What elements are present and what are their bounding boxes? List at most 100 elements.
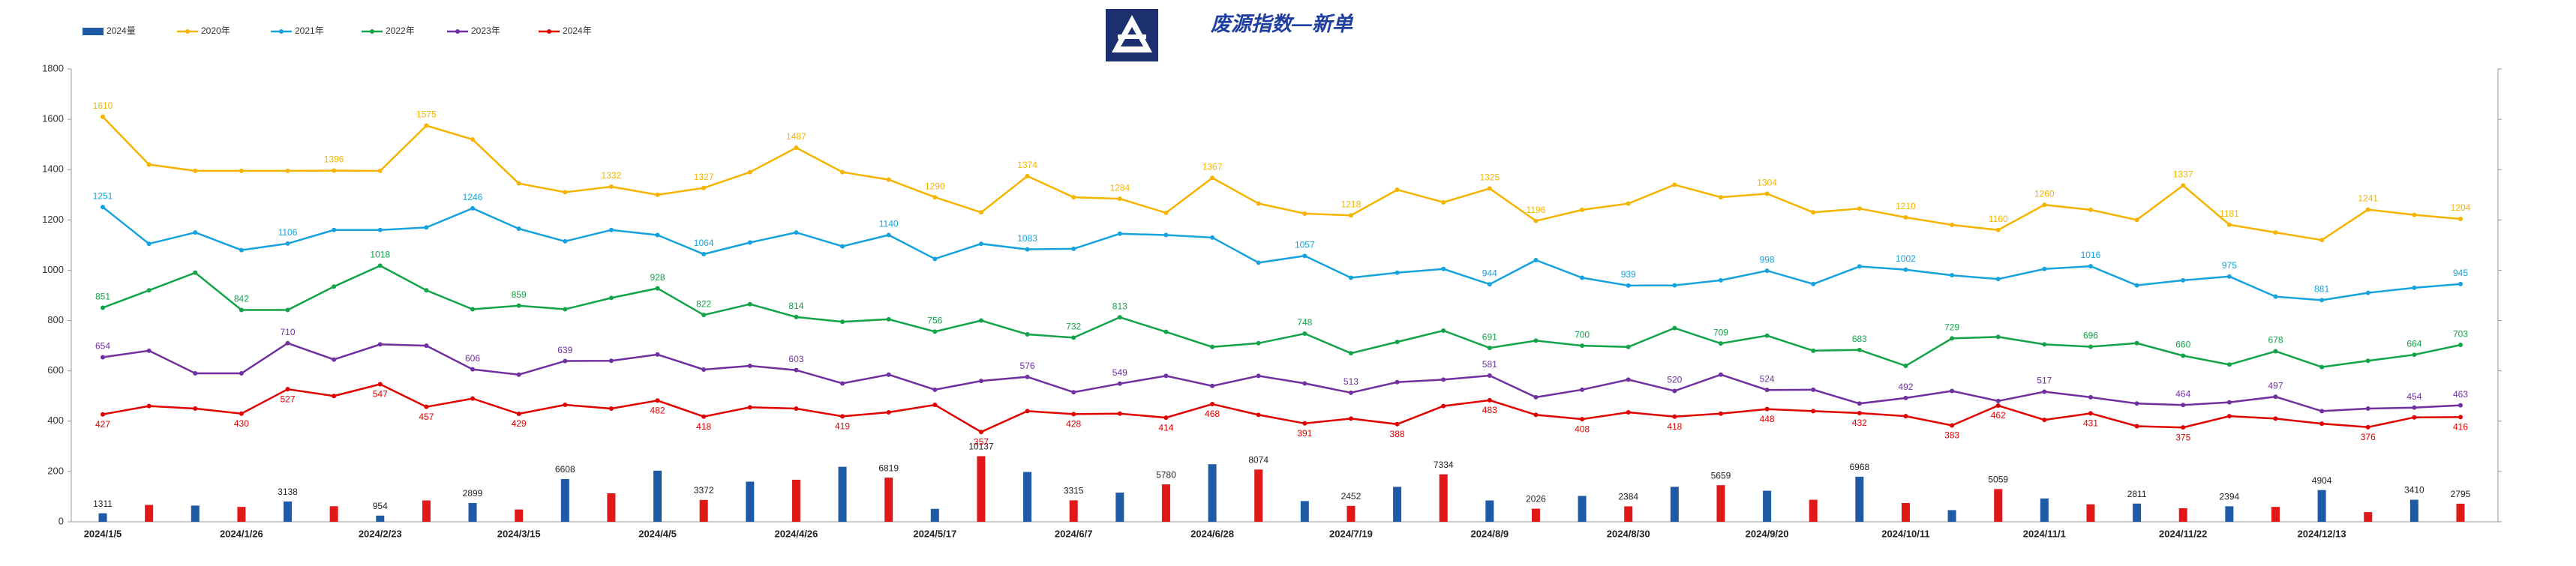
data-label: 520 bbox=[1667, 375, 1682, 385]
x-tick-label: 2024/8/30 bbox=[1607, 528, 1650, 539]
point-marker bbox=[655, 286, 660, 291]
point-marker bbox=[1672, 414, 1677, 419]
bar bbox=[1578, 496, 1587, 522]
data-label: 416 bbox=[2453, 422, 2468, 433]
point-marker bbox=[608, 184, 614, 190]
x-tick-label: 2024/10/11 bbox=[1881, 528, 1929, 539]
point-marker bbox=[332, 357, 337, 362]
point-marker bbox=[332, 227, 337, 232]
data-label: 1304 bbox=[1757, 178, 1777, 188]
bar-value-label: 2026 bbox=[1526, 494, 1546, 505]
point-marker bbox=[1626, 410, 1631, 415]
y-tick-label: 0 bbox=[59, 515, 64, 526]
point-marker bbox=[2412, 352, 2417, 358]
data-label: 975 bbox=[2222, 260, 2237, 271]
point-marker bbox=[608, 295, 614, 301]
point-marker bbox=[1672, 182, 1677, 187]
point-marker bbox=[1857, 411, 1862, 416]
data-label: 859 bbox=[512, 289, 527, 300]
point-marker bbox=[1533, 258, 1539, 263]
point-marker bbox=[1903, 414, 1908, 419]
legend-label: 2022年 bbox=[386, 25, 415, 36]
point-marker bbox=[978, 210, 983, 215]
data-label: 729 bbox=[1944, 322, 1959, 333]
point-marker bbox=[2273, 349, 2278, 354]
point-marker bbox=[1210, 344, 1215, 349]
data-label: 1332 bbox=[602, 170, 622, 181]
point-marker bbox=[701, 251, 707, 256]
data-label: 418 bbox=[1667, 421, 1682, 432]
bar bbox=[1531, 508, 1540, 522]
point-marker bbox=[377, 168, 383, 173]
point-marker bbox=[1302, 211, 1308, 216]
bar bbox=[422, 500, 431, 522]
bar bbox=[884, 478, 893, 522]
point-marker bbox=[1857, 206, 1862, 211]
bar bbox=[1670, 487, 1679, 522]
data-label: 1018 bbox=[370, 250, 390, 260]
point-marker bbox=[1441, 266, 1446, 271]
point-marker bbox=[932, 195, 938, 200]
point-marker bbox=[2088, 344, 2093, 349]
x-tick-label: 2024/8/9 bbox=[1471, 528, 1509, 539]
point-marker bbox=[1811, 348, 1816, 353]
bar-value-label: 954 bbox=[373, 501, 388, 511]
point-marker bbox=[840, 414, 845, 419]
point-marker bbox=[1950, 423, 1955, 428]
point-marker bbox=[101, 412, 105, 417]
bar bbox=[791, 479, 800, 522]
point-marker bbox=[2088, 264, 2093, 269]
bar-value-label: 6819 bbox=[878, 463, 899, 473]
point-marker bbox=[655, 352, 660, 357]
data-label: 1337 bbox=[2173, 169, 2193, 180]
y-tick-label: 200 bbox=[47, 465, 64, 476]
point-marker bbox=[1718, 372, 1723, 377]
point-marker bbox=[424, 288, 429, 293]
point-marker bbox=[932, 256, 938, 262]
bar bbox=[2409, 499, 2418, 522]
point-marker bbox=[516, 181, 521, 186]
point-marker bbox=[2134, 283, 2139, 288]
point-marker bbox=[701, 414, 707, 419]
point-marker bbox=[1857, 347, 1862, 352]
point-marker bbox=[285, 168, 290, 173]
data-label: 1246 bbox=[463, 192, 483, 202]
data-label: 418 bbox=[696, 421, 711, 432]
point-marker bbox=[2181, 353, 2186, 358]
bar bbox=[376, 515, 385, 522]
point-marker bbox=[2319, 421, 2325, 427]
data-label: 603 bbox=[788, 354, 803, 364]
point-marker bbox=[794, 145, 799, 151]
data-label: 576 bbox=[1020, 361, 1035, 371]
point-marker bbox=[1811, 281, 1816, 286]
data-label: 654 bbox=[95, 341, 110, 352]
data-label: 1575 bbox=[416, 109, 437, 120]
x-tick-label: 2024/4/26 bbox=[774, 528, 818, 539]
point-marker bbox=[1395, 270, 1400, 275]
data-label: 748 bbox=[1297, 317, 1312, 328]
bar bbox=[560, 478, 569, 522]
data-label: 928 bbox=[650, 272, 665, 283]
point-marker bbox=[1071, 195, 1076, 200]
point-marker bbox=[424, 123, 429, 128]
point-marker bbox=[1580, 343, 1585, 349]
point-marker bbox=[516, 226, 521, 232]
point-marker bbox=[424, 404, 429, 409]
x-tick-label: 2024/6/28 bbox=[1190, 528, 1234, 539]
point-marker bbox=[1302, 381, 1308, 386]
bar bbox=[2086, 504, 2095, 522]
point-marker bbox=[1533, 218, 1539, 223]
x-tick-label: 2024/1/26 bbox=[220, 528, 263, 539]
x-tick-label: 2024/7/19 bbox=[1329, 528, 1373, 539]
bar-value-label: 10137 bbox=[968, 442, 994, 452]
bar-value-label: 5059 bbox=[1988, 475, 2008, 485]
point-marker bbox=[1487, 282, 1492, 287]
point-marker bbox=[2042, 342, 2047, 347]
bar bbox=[1901, 502, 1910, 522]
point-marker bbox=[2181, 183, 2186, 188]
point-marker bbox=[1487, 346, 1492, 351]
point-marker bbox=[1718, 341, 1723, 346]
series-line bbox=[102, 342, 2461, 412]
data-label: 998 bbox=[1760, 254, 1775, 265]
point-marker bbox=[2412, 212, 2417, 217]
